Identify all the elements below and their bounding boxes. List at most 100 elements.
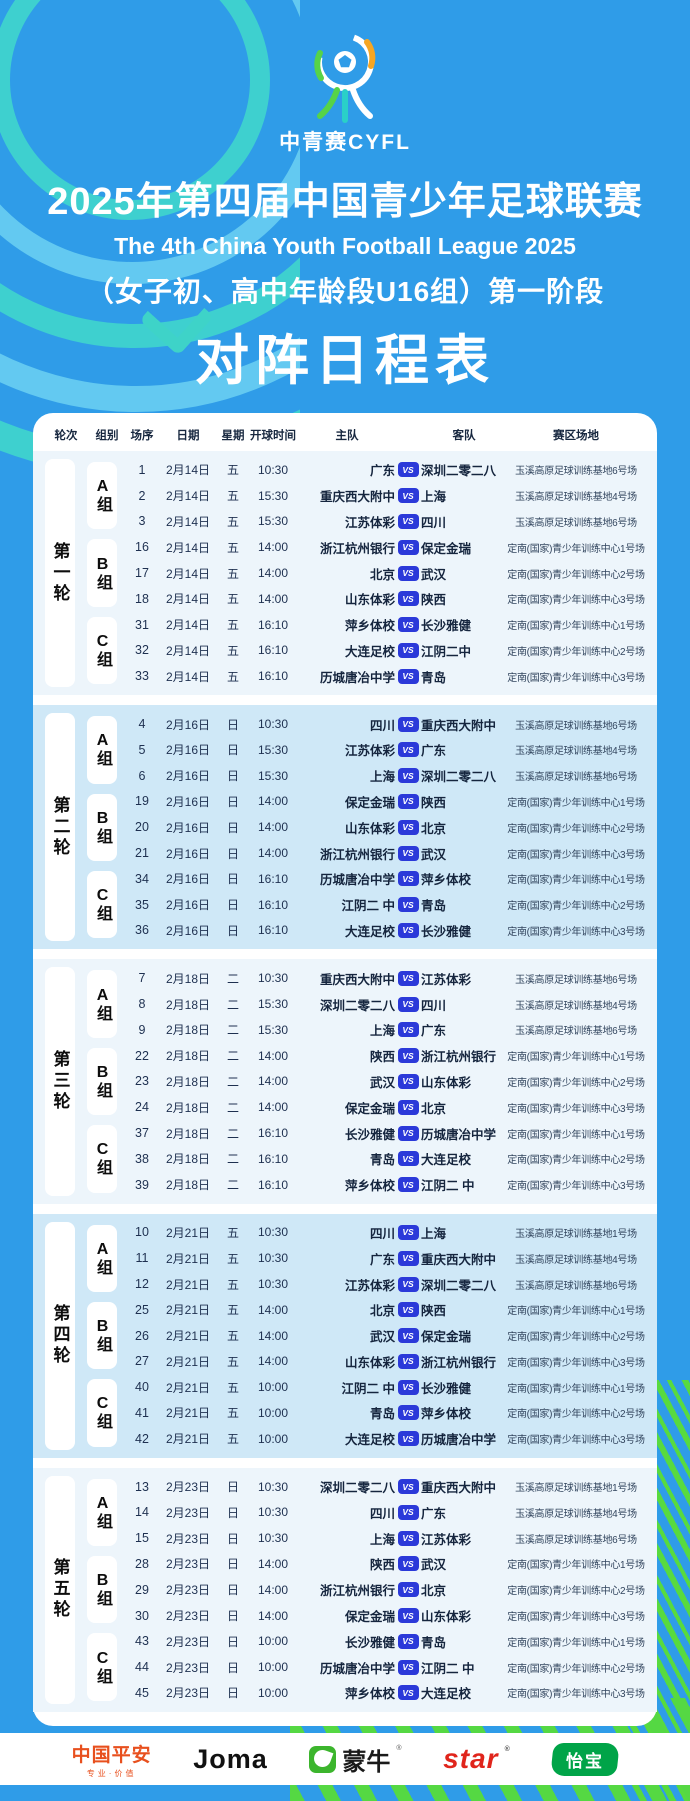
match-venue: 定南(国家)青少年训练中心1号场	[507, 1560, 645, 1572]
col-header-date: 日期	[176, 430, 200, 442]
match-venue: 定南(国家)青少年训练中心2号场	[507, 1155, 645, 1167]
match-away: 江阴二 中	[421, 1179, 475, 1194]
match-date: 2月14日	[165, 618, 211, 633]
match-time: 10:30	[257, 1277, 289, 1291]
match-date: 2月21日	[165, 1303, 211, 1318]
vs-badge: VS	[397, 1633, 419, 1649]
match-time: 16:10	[257, 923, 289, 938]
match-away: 历城唐冶中学	[421, 1433, 497, 1448]
match-day: 五	[226, 1329, 239, 1344]
match-venue: 定南(国家)青少年训练中心2号场	[507, 1586, 645, 1598]
match-home: 浙江杭州银行	[319, 541, 395, 556]
vs-badge: VS	[397, 716, 419, 732]
match-time: 14:00	[257, 1582, 289, 1597]
match-date: 2月21日	[165, 1406, 211, 1421]
match-home: 北京	[369, 1304, 395, 1319]
group-label: B组	[87, 539, 117, 607]
match-date: 2月18日	[165, 971, 211, 986]
match-venue: 定南(国家)青少年训练中心1号场	[507, 1637, 645, 1649]
match-venue: 玉溪高原足球训练基地4号场	[515, 1254, 637, 1266]
match-time: 14:00	[257, 1608, 289, 1623]
match-time: 10:00	[257, 1660, 289, 1675]
match-vs: VS	[395, 1323, 421, 1349]
match-home: 保定金瑞	[344, 795, 395, 810]
match-time: 10:00	[257, 1380, 289, 1395]
match-away: 大连足校	[421, 1153, 472, 1168]
round-label: 第一轮	[45, 459, 75, 688]
col-header-seq: 场序	[130, 430, 154, 442]
match-seq: 9	[138, 1022, 146, 1037]
cyfl-logo-icon	[314, 33, 376, 123]
match-away: 保定金瑞	[421, 1330, 472, 1345]
match-day: 五	[226, 1303, 239, 1318]
match-home: 武汉	[369, 1075, 395, 1090]
match-vs: VS	[395, 638, 421, 664]
match-day: 日	[226, 872, 239, 887]
match-time: 14:00	[257, 591, 289, 606]
match-time: 14:00	[257, 820, 289, 835]
match-day: 日	[226, 898, 239, 913]
match-date: 2月21日	[165, 1329, 211, 1344]
match-seq: 18	[135, 591, 149, 606]
vs-badge: VS	[397, 897, 419, 913]
vs-badge: VS	[397, 1608, 419, 1624]
match-time: 16:10	[257, 669, 289, 684]
match-date: 2月18日	[165, 1074, 211, 1089]
registered-mark: ®	[396, 1744, 402, 1752]
match-date: 2月18日	[165, 1023, 211, 1038]
match-date: 2月18日	[165, 1126, 211, 1141]
group-label: B组	[87, 793, 117, 861]
match-date: 2月21日	[165, 1432, 211, 1447]
match-vs: VS	[395, 1603, 421, 1629]
match-home: 江苏体彩	[344, 744, 395, 759]
match-date: 2月14日	[165, 540, 211, 555]
match-seq: 16	[135, 540, 149, 555]
match-home: 历城唐冶中学	[319, 670, 395, 685]
match-venue: 定南(国家)青少年训练中心2号场	[507, 1077, 645, 1089]
match-home: 重庆西大附中	[319, 490, 395, 505]
vs-badge: VS	[397, 793, 419, 809]
match-vs: VS	[395, 509, 421, 535]
match-away: 武汉	[421, 847, 447, 862]
match-seq: 12	[135, 1277, 149, 1291]
match-home: 深圳二零二八	[319, 1481, 395, 1496]
match-time: 14:00	[257, 794, 289, 809]
match-seq: 6	[138, 768, 146, 783]
match-seq: 22	[135, 1048, 149, 1063]
match-vs: VS	[395, 840, 421, 866]
match-day: 日	[226, 820, 239, 835]
sponsor-bar: 中国平安 专业·价值 Joma 蒙牛 ® star ® 怡宝	[0, 1733, 690, 1785]
vs-badge: VS	[397, 742, 419, 758]
match-vs: VS	[395, 866, 421, 892]
match-day: 日	[226, 1480, 239, 1495]
match-time: 10:00	[257, 1405, 289, 1420]
match-vs: VS	[395, 1094, 421, 1120]
vs-badge: VS	[397, 768, 419, 784]
match-time: 15:30	[257, 997, 289, 1012]
match-seq: 27	[135, 1354, 149, 1369]
match-time: 16:10	[257, 897, 289, 912]
vs-badge: VS	[397, 845, 419, 861]
sponsor-star-name: star	[443, 1743, 499, 1774]
match-seq: 32	[135, 643, 149, 658]
vs-badge: VS	[397, 513, 419, 529]
match-time: 15:30	[257, 742, 289, 757]
match-home: 山东体彩	[344, 1355, 395, 1370]
vs-badge: VS	[397, 871, 419, 887]
match-seq: 33	[135, 669, 149, 684]
match-time: 10:30	[257, 717, 289, 732]
match-home: 江苏体彩	[344, 515, 395, 530]
match-time: 16:10	[257, 1177, 289, 1192]
match-date: 2月23日	[165, 1480, 211, 1495]
match-venue: 玉溪高原足球训练基地6号场	[515, 772, 637, 784]
match-away: 陕西	[421, 593, 447, 608]
round-label: 第五轮	[45, 1475, 75, 1704]
match-away: 江苏体彩	[421, 972, 472, 987]
registered-mark: ®	[504, 1746, 511, 1753]
match-seq: 35	[135, 897, 149, 912]
match-day: 二	[226, 1152, 239, 1167]
col-header-round: 轮次	[54, 430, 78, 442]
match-date: 2月16日	[165, 846, 211, 861]
group-label: A组	[87, 970, 117, 1038]
match-seq: 41	[135, 1405, 149, 1420]
